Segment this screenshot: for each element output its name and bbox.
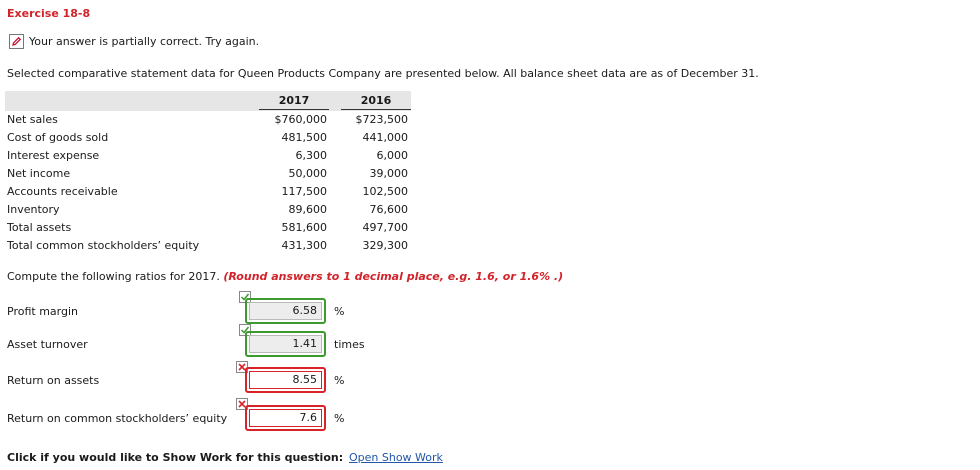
return-on-assets-field[interactable]: 8.55 [245,367,326,393]
show-work-prompt: Click if you would like to Show Work for… [7,451,344,464]
status-message: Your answer is partially correct. Try ag… [29,35,260,48]
table-row: Inventory 89,600 76,600 [5,201,411,219]
asset-turnover-unit: times [334,338,365,351]
exercise-title: Exercise 18-8 [7,7,91,20]
table-row: Accounts receivable 117,500 102,500 [5,183,411,201]
value-2017: 117,500 [281,185,328,198]
row-label: Accounts receivable [7,185,118,198]
asset-turnover-field[interactable]: 1.41 [245,331,326,357]
value-2016: 39,000 [369,167,409,180]
table-row: Interest expense 6,300 6,000 [5,147,411,165]
instruction-text: Compute the following ratios for 2017. (… [7,270,563,283]
intro-text: Selected comparative statement data for … [7,67,759,80]
row-label: Cost of goods sold [7,131,109,144]
value-2016: 6,000 [376,149,409,162]
value-2017: 481,500 [281,131,328,144]
row-label: Total assets [7,221,72,234]
table-header: 2017 2016 [5,91,411,111]
row-label: Net sales [7,113,58,126]
return-on-equity-unit: % [334,412,345,425]
profit-margin-unit: % [334,305,345,318]
header-2016: 2016 [341,94,411,110]
value-2017: 50,000 [288,167,328,180]
ratio-label-return-on-equity: Return on common stockholders’ equity [7,412,228,425]
ratio-label-asset-turnover: Asset turnover [7,338,88,351]
return-on-assets-unit: % [334,374,345,387]
return-on-equity-field[interactable]: 7.6 [245,405,326,431]
value-2016: $723,500 [355,113,409,126]
value-2017: $760,000 [274,113,328,126]
return-on-assets-input[interactable]: 8.55 [249,371,322,389]
header-2017: 2017 [259,94,329,110]
row-label: Interest expense [7,149,100,162]
value-2017: 581,600 [281,221,328,234]
table-row: Net income 50,000 39,000 [5,165,411,183]
row-label: Inventory [7,203,60,216]
value-2016: 441,000 [362,131,409,144]
pencil-icon [9,34,24,49]
table-row: Total assets 581,600 497,700 [5,219,411,237]
comparative-data-table: 2017 2016 Net sales $760,000 $723,500 Cost … [5,91,411,255]
value-2017: 89,600 [288,203,328,216]
table-row: Total common stockholders’ equity 431,300… [5,237,411,255]
open-show-work-link[interactable]: Open Show Work [349,451,443,464]
value-2017: 431,300 [281,239,328,252]
ratio-label-return-on-assets: Return on assets [7,374,100,387]
asset-turnover-input[interactable]: 1.41 [249,335,322,353]
table-row: Cost of goods sold 481,500 441,000 [5,129,411,147]
instruction-main: Compute the following ratios for 2017. [7,270,220,283]
return-on-equity-input[interactable]: 7.6 [249,409,322,427]
row-label: Total common stockholders’ equity [7,239,200,252]
answer-status: Your answer is partially correct. Try ag… [9,34,259,49]
value-2016: 329,300 [362,239,409,252]
row-label: Net income [7,167,71,180]
value-2016: 102,500 [362,185,409,198]
value-2017: 6,300 [295,149,328,162]
value-2016: 76,600 [369,203,409,216]
profit-margin-field[interactable]: 6.58 [245,298,326,324]
value-2016: 497,700 [362,221,409,234]
table-row: Net sales $760,000 $723,500 [5,111,411,129]
rounding-hint: (Round answers to 1 decimal place, e.g. … [223,270,564,283]
profit-margin-input[interactable]: 6.58 [249,302,322,320]
ratio-label-profit-margin: Profit margin [7,305,78,318]
